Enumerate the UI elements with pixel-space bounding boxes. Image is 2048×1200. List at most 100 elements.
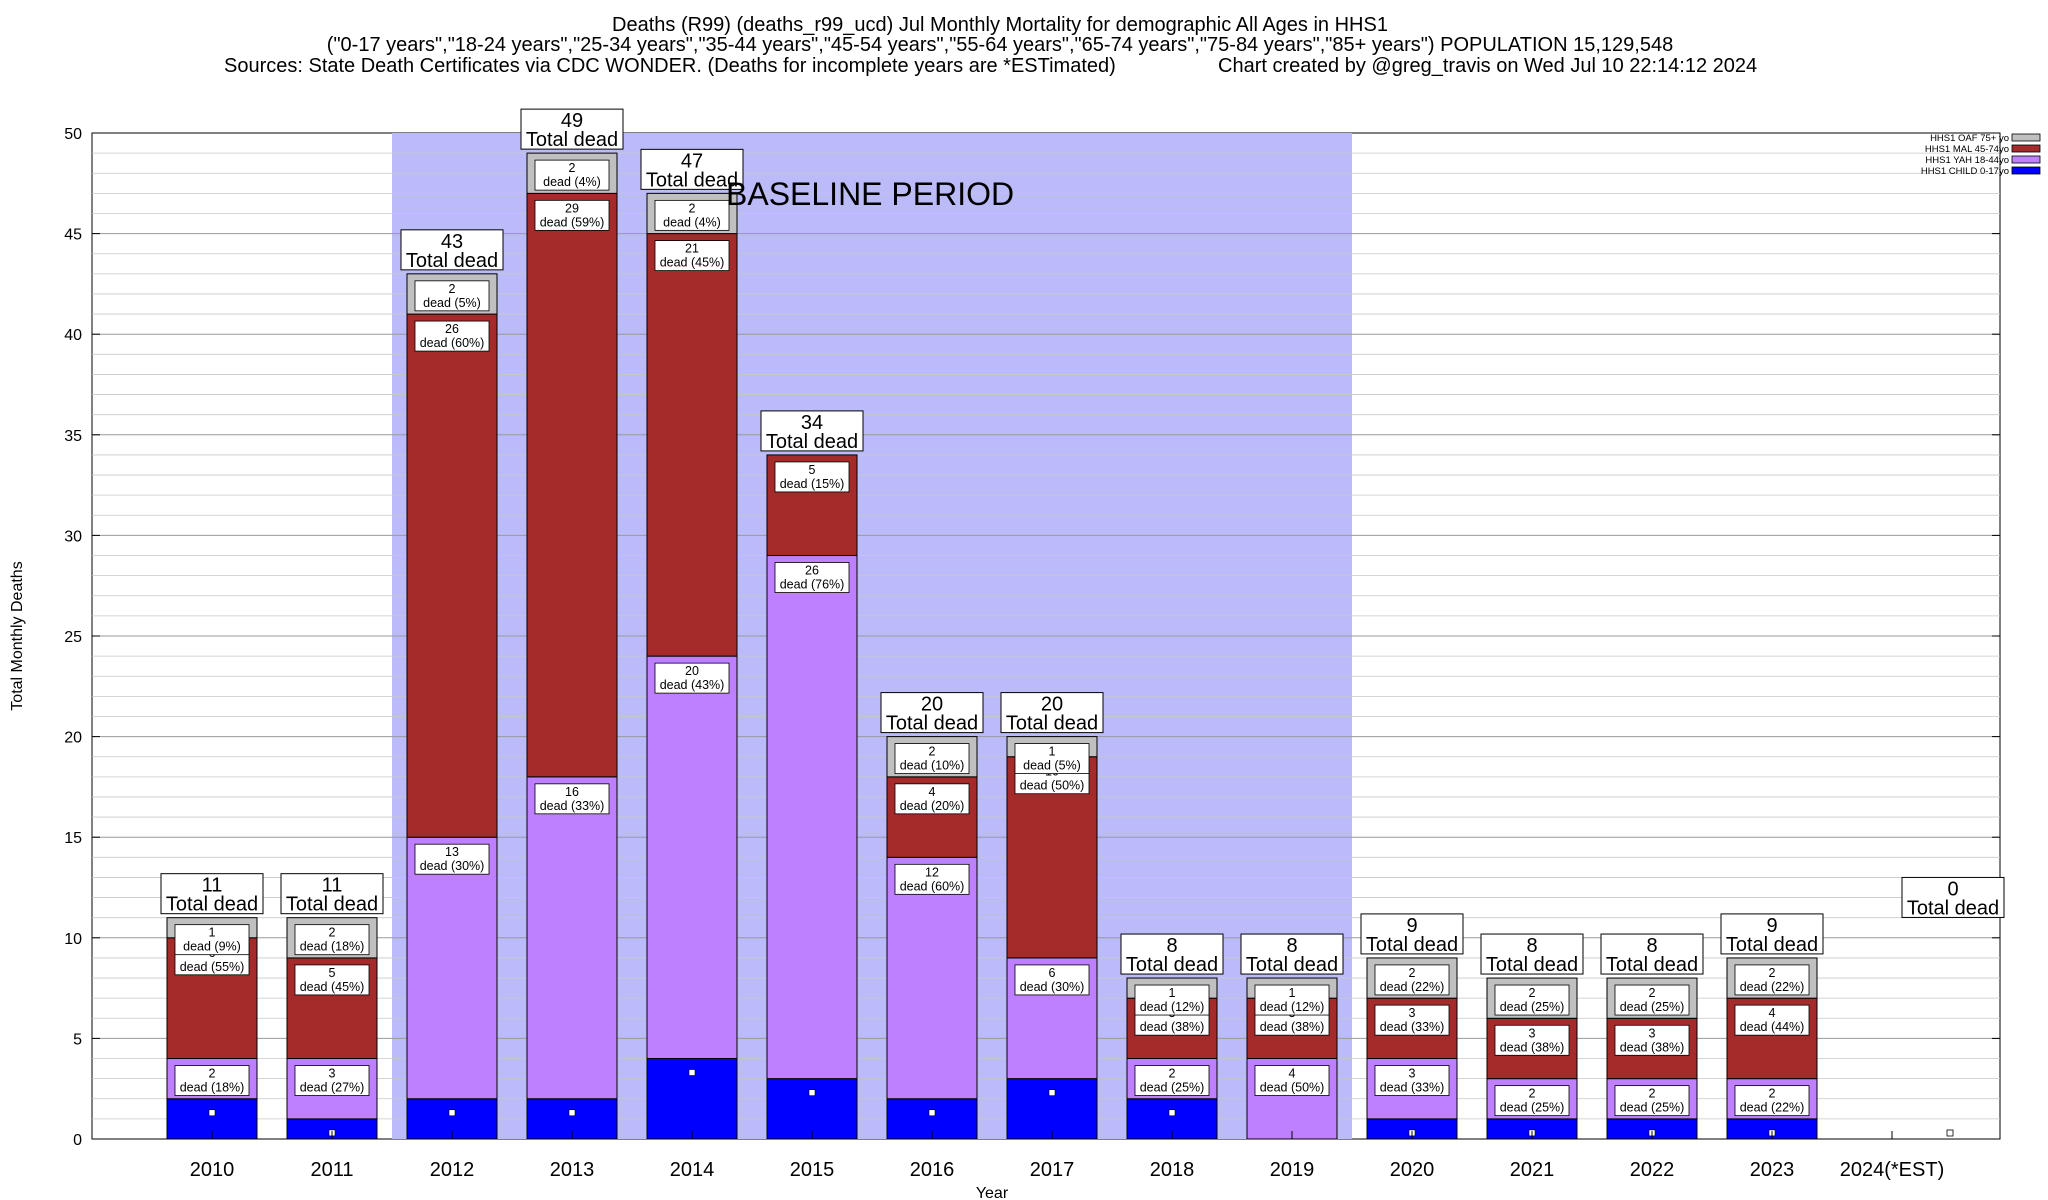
segment-count-label: 3 [329,1067,336,1081]
segment-percent-label: dead (33%) [540,799,605,813]
segment-percent-label: dead (25%) [1620,1101,1685,1115]
segment-label-box [1254,984,1330,1016]
segment-count-label: 16 [565,785,579,799]
total-value-label: 9 [1766,915,1777,937]
y-tick-label: 30 [64,528,82,545]
x-tick-label: 2011 [310,1159,353,1181]
total-suffix-label: Total dead [1486,954,1578,976]
x-tick-label: 2020 [1390,1159,1435,1181]
segment-count-label: 4 [1769,1006,1776,1020]
x-axis-label: Year [976,1185,1009,1200]
segment-count-label: 13 [445,845,459,859]
segment-count-label: 2 [929,745,936,759]
segment-label-box [894,783,970,815]
bar-segment [406,313,498,838]
segment-label-box [1734,1004,1810,1036]
segment-count-label: 29 [565,201,579,215]
chart-title-line-2: ("0-17 years","18-24 years","25-34 years… [327,34,1673,56]
total-suffix-label: Total dead [766,431,858,453]
segment-count-label: 6 [1049,966,1056,980]
segment-count-label: 2 [329,926,336,940]
bar-segment [646,233,738,657]
segment-count-label: 2 [1649,1087,1656,1101]
total-value-label: 20 [921,694,943,716]
segment-percent-label: dead (25%) [1500,1101,1565,1115]
segment-label-box [414,280,490,312]
total-suffix-label: Total dead [886,713,978,735]
bar-segment [646,655,738,1060]
segment-percent-label: dead (60%) [900,879,965,893]
legend-swatch-child [2011,166,2041,175]
segment-count-label: 2 [1649,986,1656,1000]
segment-label-box [1614,1024,1690,1056]
segment-label-box [294,1065,370,1096]
segment-count-label: 1 [209,926,216,940]
x-tick-label: 2012 [430,1159,475,1181]
segment-percent-label: dead (43%) [660,678,725,692]
segment-percent-label: dead (18%) [300,940,365,954]
total-value-label: 49 [561,110,583,132]
legend-swatch-yah [2011,155,2041,164]
segment-count-label: 2 [449,282,456,296]
y-tick-label: 50 [64,126,82,143]
segment-label-box [534,783,610,815]
segment-count-label: 26 [805,564,819,578]
segment-label-box [1014,743,1090,774]
legend-label-yah: HHS1 YAH 18-44yo [1925,155,2009,166]
segment-label-box [1494,1085,1570,1117]
bar-segment [526,776,618,1100]
segment-percent-label: dead (12%) [1260,1000,1325,1014]
bar-segment [526,192,618,778]
total-suffix-label: Total dead [1606,954,1698,976]
child-marker [1168,1109,1176,1117]
x-tick-label: 2024(*EST) [1840,1159,1945,1181]
segment-label-box [414,320,490,352]
x-tick-label: 2018 [1150,1159,1195,1181]
segment-count-label: 12 [925,865,939,879]
total-label-box [1240,933,1344,975]
x-tick-label: 2016 [910,1159,955,1181]
y-axis-label: Total Monthly Deaths [9,561,26,710]
segment-percent-label: dead (38%) [1500,1040,1565,1054]
segment-count-label: 2 [1529,1087,1536,1101]
total-suffix-label: Total dead [646,169,738,191]
total-value-label: 34 [801,412,823,434]
segment-count-label: 4 [929,785,936,799]
segment-label-box [534,199,610,231]
legend: HHS1 OAF 75+ yo HHS1 MAL 45-74yo HHS1 YA… [1921,133,2041,177]
segment-label-box [1614,1085,1690,1117]
segment-count-label: 2 [1769,1087,1776,1101]
total-suffix-label: Total dead [406,250,498,272]
segment-count-label: 2 [1529,986,1536,1000]
segment-percent-label: dead (45%) [660,256,725,270]
segment-label-box [1614,984,1690,1016]
segment-percent-label: dead (22%) [1740,1101,1805,1115]
bar-segment [1006,1078,1098,1140]
total-value-label: 43 [441,231,463,253]
total-label-box [400,229,504,271]
total-value-label: 47 [681,150,703,172]
segment-count-label: 26 [445,322,459,336]
segment-label-box [534,159,610,191]
total-value-label: 8 [1286,935,1297,957]
segment-count-label: 3 [1649,1026,1656,1040]
segment-label-box [1134,1065,1210,1096]
segment-count-label: 20 [685,664,699,678]
segment-label-box [1494,984,1570,1016]
segment-label-box [1134,984,1210,1016]
total-label-box [160,873,264,915]
total-label-box [280,873,384,915]
segment-percent-label: dead (45%) [300,980,365,994]
total-suffix-label: Total dead [1726,934,1818,956]
total-suffix-label: Total dead [286,894,378,916]
segment-percent-label: dead (55%) [180,960,245,974]
x-tick-label: 2017 [1030,1159,1075,1181]
segment-percent-label: dead (15%) [780,477,845,491]
total-value-label: 8 [1166,935,1177,957]
segment-percent-label: dead (30%) [1020,980,1085,994]
segment-label-box [294,924,370,956]
total-label-box [1120,933,1224,975]
total-value-label: 20 [1041,694,1063,716]
